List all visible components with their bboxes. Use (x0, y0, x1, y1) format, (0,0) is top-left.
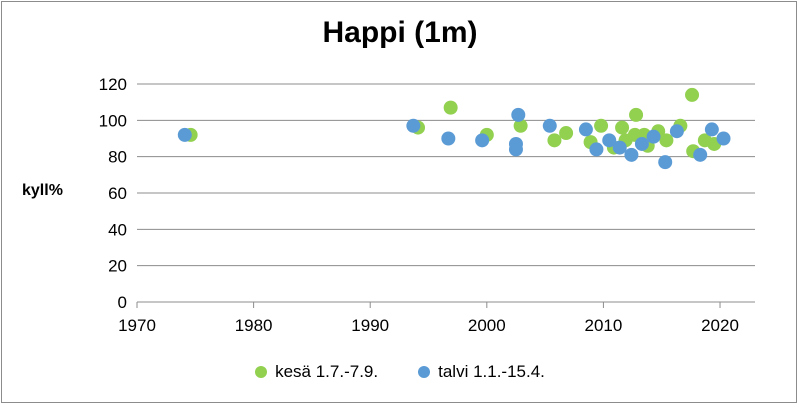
point-talvi-10 (602, 133, 617, 148)
grid-lines (137, 83, 755, 267)
point-kesa-4 (513, 118, 528, 133)
chart-title: Happi (1m) (322, 16, 478, 49)
point-kesa-6 (559, 126, 574, 141)
y-tick-label-80: 80 (108, 148, 127, 167)
legend-swatch-talvi (418, 366, 431, 378)
point-talvi-17 (693, 147, 708, 162)
point-kesa-2 (443, 100, 458, 115)
y-tick-label-40: 40 (108, 220, 127, 239)
point-talvi-6 (511, 107, 526, 122)
point-talvi-12 (624, 147, 639, 162)
point-kesa-5 (547, 133, 562, 148)
data-points (177, 87, 731, 170)
y-tick-label-20: 20 (108, 257, 127, 276)
legend-item-kesa: kesä 1.7.-7.9. (255, 362, 378, 382)
point-kesa-8 (594, 118, 609, 133)
point-talvi-16 (669, 124, 684, 139)
y-tick-label-0: 0 (118, 293, 127, 312)
x-tick-label-2020: 2020 (701, 316, 739, 335)
x-tick-label-1980: 1980 (235, 316, 273, 335)
point-kesa-13 (629, 107, 644, 122)
y-tick-label-100: 100 (99, 111, 127, 130)
point-talvi-0 (177, 127, 192, 142)
legend: kesä 1.7.-7.9. talvi 1.1.-15.4. (0, 362, 800, 382)
point-talvi-7 (542, 118, 557, 133)
point-kesa-10 (615, 120, 630, 135)
x-tick-label-1970: 1970 (118, 316, 156, 335)
legend-swatch-kesa (255, 366, 268, 378)
point-talvi-11 (612, 140, 627, 155)
point-talvi-1 (406, 118, 421, 133)
x-tick-label-2010: 2010 (585, 316, 623, 335)
point-talvi-2 (441, 131, 456, 146)
legend-item-talvi: talvi 1.1.-15.4. (418, 362, 545, 382)
point-kesa-19 (685, 87, 700, 102)
point-talvi-19 (716, 131, 731, 146)
point-talvi-15 (658, 155, 673, 170)
legend-label-kesa: kesä 1.7.-7.9. (275, 362, 379, 381)
point-talvi-14 (646, 129, 661, 144)
point-kesa-17 (659, 133, 674, 148)
y-axis-label: kyll% (22, 182, 63, 199)
point-talvi-8 (578, 122, 593, 137)
x-tick-label-2000: 2000 (468, 316, 506, 335)
point-talvi-9 (589, 142, 604, 157)
y-tick-label-60: 60 (108, 184, 127, 203)
tick-labels: 0 20 40 60 80 100 120 1970 1980 1990 2000 2010 2020 (99, 75, 739, 335)
point-talvi-18 (704, 122, 719, 137)
y-tick-label-120: 120 (99, 75, 127, 94)
point-talvi-5 (508, 142, 523, 157)
axes (136, 301, 755, 308)
point-talvi-3 (475, 133, 490, 148)
x-tick-label-1990: 1990 (351, 316, 389, 335)
point-talvi-13 (634, 136, 649, 151)
legend-label-talvi: talvi 1.1.-15.4. (438, 362, 545, 381)
